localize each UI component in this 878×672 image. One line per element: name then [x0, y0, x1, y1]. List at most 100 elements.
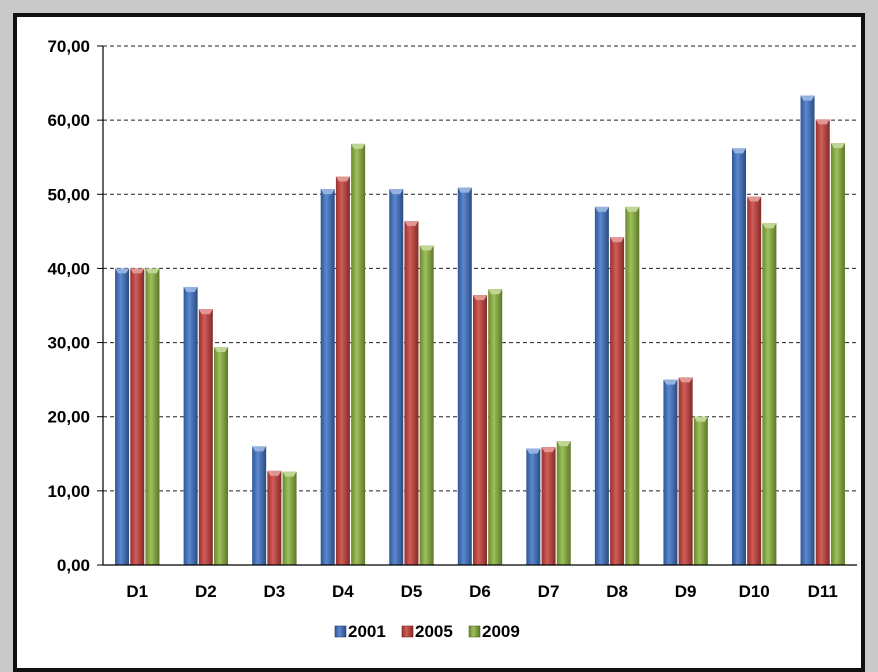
x-tick-label: D7	[538, 582, 560, 601]
bar-body	[145, 268, 160, 565]
y-tick-label: 20,00	[47, 408, 90, 427]
bar-2009-D4	[351, 143, 366, 565]
bar-body	[214, 347, 229, 565]
bar-body	[351, 143, 366, 565]
bar-2005-D4	[335, 176, 350, 565]
bar-bevel	[214, 347, 229, 353]
bars	[115, 95, 845, 566]
bar-body	[389, 189, 404, 566]
bar-body	[335, 176, 350, 565]
legend-label: 2001	[348, 622, 386, 641]
x-tick-labels: D1 D2 D3 D4 D5 D6 D7 D8 D9 D10 D11	[126, 582, 837, 601]
bar-bevel	[610, 237, 625, 243]
x-tick-label: D2	[195, 582, 217, 601]
bar-body	[526, 448, 541, 565]
legend-item-2001: 2001	[334, 622, 386, 641]
bar-body	[267, 470, 282, 565]
bar-bevel	[731, 148, 746, 154]
bar-body	[320, 189, 335, 566]
bar-2001-D4	[320, 189, 335, 566]
bar-2009-D8	[625, 206, 640, 565]
y-tick-labels: 0,00 10,00 20,00 30,00 40,00 50,00 60,00 70,00	[47, 37, 90, 575]
bar-bevel	[594, 206, 609, 212]
bar-bevel	[541, 447, 556, 453]
bar-body	[663, 379, 678, 565]
bar-2009-D7	[556, 441, 571, 565]
bar-body	[731, 148, 746, 565]
bar-2001-D3	[252, 446, 267, 565]
bar-bevel	[526, 448, 541, 454]
bar-body	[115, 268, 130, 565]
y-tick-label: 0,00	[57, 556, 90, 575]
legend-swatch	[401, 625, 414, 638]
bar-bevel	[678, 377, 693, 383]
bar-body	[130, 268, 145, 565]
x-tick-label: D3	[263, 582, 285, 601]
y-tick-label: 70,00	[47, 37, 90, 56]
bar-2001-D8	[594, 206, 609, 565]
bar-2001-D9	[663, 379, 678, 565]
bar-2009-D10	[762, 223, 777, 566]
bar-2001-D6	[457, 187, 472, 565]
bar-body	[747, 196, 762, 565]
x-tick-label: D4	[332, 582, 354, 601]
axes	[97, 45, 857, 566]
bar-2001-D2	[183, 286, 198, 565]
x-tick-label: D1	[126, 582, 148, 601]
bar-2009-D6	[488, 289, 503, 565]
bar-body	[800, 95, 815, 565]
bar-body	[183, 286, 198, 565]
bar-body	[404, 220, 419, 565]
bar-bevel	[473, 295, 487, 301]
x-tick-label: D8	[606, 582, 628, 601]
bar-2001-D5	[389, 189, 404, 566]
x-tick-label: D5	[401, 582, 423, 601]
legend: 2001 2005 2009	[334, 622, 520, 641]
bar-bevel	[693, 416, 708, 422]
bar-bevel	[198, 309, 213, 315]
bar-2005-D5	[404, 220, 419, 565]
bar-body	[457, 187, 472, 565]
bar-2001-D10	[731, 148, 746, 565]
chart-frame: 0,00 10,00 20,00 30,00 40,00 50,00 60,00 70,00 …	[13, 13, 865, 672]
legend-swatch	[334, 625, 347, 638]
bar-body	[762, 223, 777, 566]
bar-body	[625, 206, 640, 565]
bar-chart: 0,0010,0020,0030,0040,0050,0060,0070,00 …	[47, 37, 857, 641]
bar-bevel	[267, 470, 282, 476]
bar-2005-D1	[130, 268, 145, 565]
bar-2009-D3	[282, 471, 297, 565]
bar-bevel	[252, 446, 267, 452]
bar-body	[693, 416, 708, 565]
bar-body	[594, 206, 609, 565]
bar-body	[556, 441, 571, 565]
bar-2001-D1	[115, 268, 130, 565]
legend-swatch	[468, 625, 481, 638]
bar-2005-D7	[541, 447, 556, 565]
bar-2005-D11	[815, 119, 830, 565]
bar-2009-D5	[419, 245, 434, 566]
y-tick-label: 10,00	[47, 482, 90, 501]
bar-body	[488, 289, 503, 565]
bar-body	[541, 447, 556, 565]
bar-bevel	[282, 471, 297, 477]
bar-2001-D11	[800, 95, 815, 565]
bar-2005-D3	[267, 470, 282, 565]
bar-bevel	[815, 119, 830, 125]
bar-body	[419, 245, 434, 566]
bar-bevel	[762, 223, 777, 229]
bar-bevel	[747, 196, 762, 202]
bar-bevel	[320, 189, 335, 195]
bar-body	[678, 377, 693, 565]
bar-bevel	[419, 245, 434, 251]
bar-2005-D8	[610, 237, 625, 565]
x-tick-label: D10	[739, 582, 770, 601]
y-tick-label: 40,00	[47, 259, 90, 278]
bar-bevel	[830, 143, 845, 149]
bar-2009-D1	[145, 268, 160, 565]
bar-2005-D9	[678, 377, 693, 565]
bar-bevel	[800, 95, 815, 101]
bar-body	[282, 471, 297, 565]
bar-body	[473, 295, 487, 565]
legend-item-2009: 2009	[468, 622, 520, 641]
